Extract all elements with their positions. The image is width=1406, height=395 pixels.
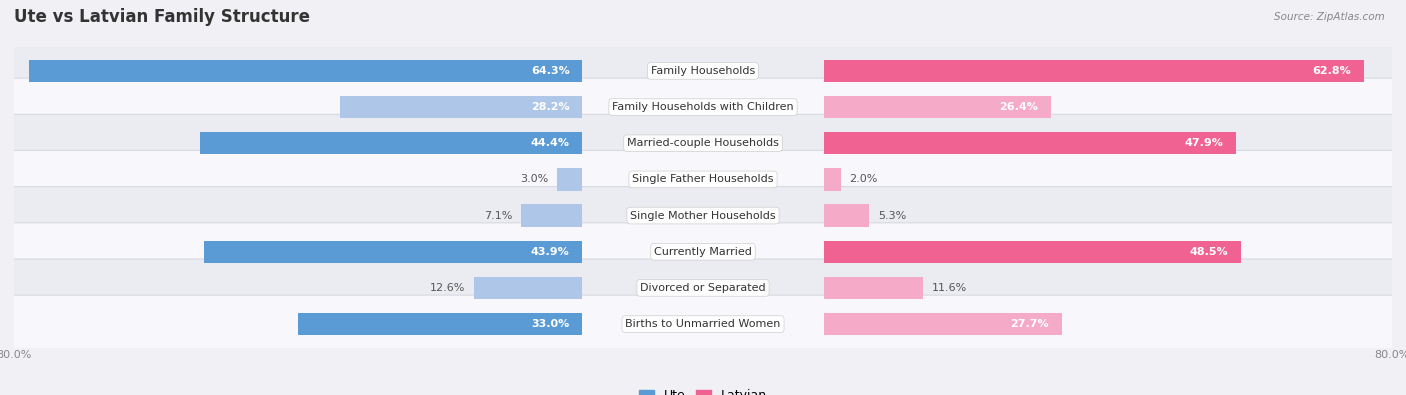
Bar	[824, 313, 1062, 335]
Text: 26.4%: 26.4%	[1000, 102, 1038, 112]
Text: 11.6%: 11.6%	[932, 283, 967, 293]
Text: Currently Married: Currently Married	[654, 247, 752, 257]
Text: Ute vs Latvian Family Structure: Ute vs Latvian Family Structure	[14, 8, 311, 26]
Bar	[474, 277, 582, 299]
FancyBboxPatch shape	[3, 114, 1403, 172]
FancyBboxPatch shape	[3, 78, 1403, 136]
Text: 48.5%: 48.5%	[1189, 247, 1229, 257]
Bar	[824, 277, 924, 299]
Text: Married-couple Households: Married-couple Households	[627, 138, 779, 148]
FancyBboxPatch shape	[3, 259, 1403, 317]
Bar	[824, 204, 869, 227]
Bar	[824, 132, 1236, 154]
Text: Source: ZipAtlas.com: Source: ZipAtlas.com	[1274, 12, 1385, 22]
Text: Births to Unmarried Women: Births to Unmarried Women	[626, 319, 780, 329]
Text: 33.0%: 33.0%	[531, 319, 569, 329]
Bar	[204, 241, 582, 263]
Text: 47.9%: 47.9%	[1184, 138, 1223, 148]
Text: 5.3%: 5.3%	[877, 211, 905, 220]
Bar	[824, 241, 1241, 263]
Legend: Ute, Latvian: Ute, Latvian	[634, 384, 772, 395]
Text: 12.6%: 12.6%	[430, 283, 465, 293]
FancyBboxPatch shape	[3, 223, 1403, 281]
Bar	[28, 60, 582, 82]
Text: 62.8%: 62.8%	[1313, 66, 1351, 76]
FancyBboxPatch shape	[3, 187, 1403, 245]
Bar	[824, 168, 841, 191]
Text: Single Mother Households: Single Mother Households	[630, 211, 776, 220]
Text: Family Households: Family Households	[651, 66, 755, 76]
FancyBboxPatch shape	[3, 150, 1403, 208]
FancyBboxPatch shape	[3, 295, 1403, 353]
Bar	[298, 313, 582, 335]
Text: Single Father Households: Single Father Households	[633, 175, 773, 184]
Bar	[824, 96, 1050, 118]
Text: 7.1%: 7.1%	[484, 211, 513, 220]
Text: 27.7%: 27.7%	[1011, 319, 1049, 329]
Bar	[824, 60, 1364, 82]
Text: 43.9%: 43.9%	[531, 247, 569, 257]
Bar	[522, 204, 582, 227]
Text: 64.3%: 64.3%	[531, 66, 569, 76]
Text: Family Households with Children: Family Households with Children	[612, 102, 794, 112]
Text: 3.0%: 3.0%	[520, 175, 548, 184]
Text: 28.2%: 28.2%	[531, 102, 569, 112]
Text: Divorced or Separated: Divorced or Separated	[640, 283, 766, 293]
Bar	[200, 132, 582, 154]
FancyBboxPatch shape	[3, 42, 1403, 100]
Bar	[340, 96, 582, 118]
Text: 44.4%: 44.4%	[530, 138, 569, 148]
Bar	[557, 168, 582, 191]
Text: 2.0%: 2.0%	[849, 175, 877, 184]
